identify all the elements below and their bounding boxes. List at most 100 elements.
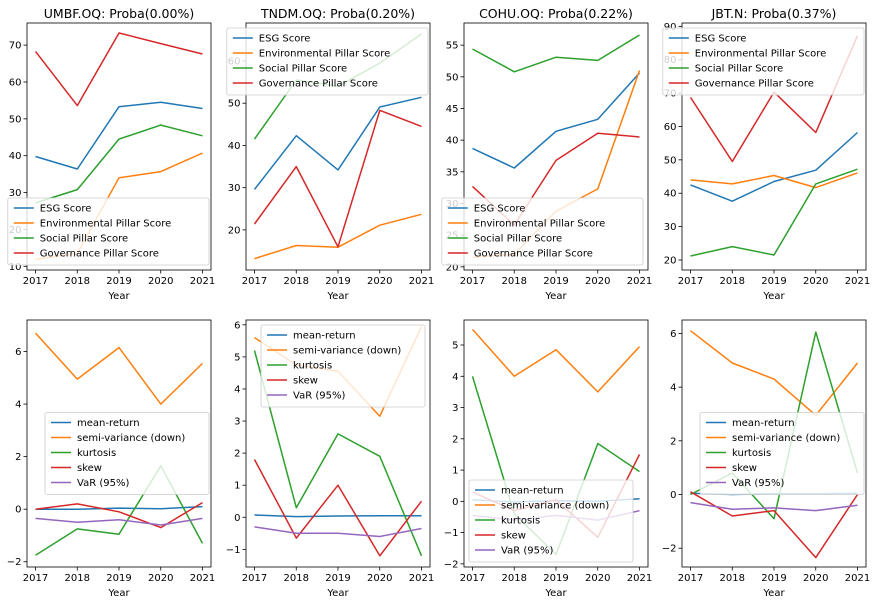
panel-4-xtick-label: 2017 (678, 276, 703, 287)
panel-2-ytick-label: 30 (228, 183, 241, 194)
panel-7-legend: mean-return semi-variance (down) kurtosis s… (468, 479, 634, 563)
panel-1-legend-box (7, 197, 210, 266)
panel-1-legend-label: Governance Pillar Score (40, 249, 159, 260)
panel-2-xtick-label: 2019 (325, 276, 350, 287)
panel-6-ytick-label: −1 (226, 545, 241, 556)
panel-6-legend-label: skew (293, 376, 318, 387)
panel-6-legend-label: semi-variance (down) (293, 346, 401, 357)
panel-2-title: TNDM.OQ: Proba(0.20%) (260, 6, 415, 21)
panel-6-ytick-label: 6 (234, 320, 240, 331)
panel-6-xtick-label: 2020 (367, 573, 392, 584)
panel-1-xtick-label: 2020 (148, 276, 173, 287)
panel-8-series-2-line (690, 330, 859, 417)
panel-5-series-4-line (35, 501, 203, 529)
panel-4-series-1-line (690, 131, 859, 202)
panel-3-legend: ESG Score Environmental Pillar Score Socia… (441, 197, 644, 266)
panel-6-series-1-line (254, 514, 422, 518)
panel-6-series-4-line (253, 459, 423, 557)
panel-1-legend: ESG Score Environmental Pillar Score Socia… (7, 197, 210, 266)
panel-2-xtick-label: 2018 (284, 276, 309, 287)
panel-6-legend-label: kurtosis (293, 361, 332, 372)
panel-4-legend-label: Social Pillar Score (695, 64, 783, 75)
panel-5: 2017 2018 2019 2020 2021 −2 0 2 4 6 mean-return sem… (7, 319, 215, 584)
panel-3-legend-label: Social Pillar Score (474, 234, 562, 245)
panel-2-xtick-label: 2017 (242, 276, 267, 287)
panel-4-ytick-label: 40 (664, 189, 677, 200)
panel-6-ytick-label: 3 (234, 417, 240, 428)
panel-8-xtick-label: 2019 (761, 573, 786, 584)
panel-3-xtick-label: 2018 (502, 276, 527, 287)
panel-1-ytick-label: 50 (9, 114, 22, 125)
panel-3-ytick-label: 40 (446, 136, 459, 147)
panel-1-legend-label: ESG Score (40, 204, 92, 215)
panel-6-ytick-label: 5 (234, 352, 240, 363)
panel-8-legend-label: VaR (95%) (732, 478, 784, 489)
panel-7-xtick-label: 2017 (460, 573, 485, 584)
panel-5-xlabel: Year (107, 588, 130, 599)
panel-3: 201720182019202020212025303540455055ESG … (441, 22, 652, 287)
panel-6-xtick-label: 2017 (242, 573, 267, 584)
panel-4-xtick-label: 2018 (720, 276, 745, 287)
panel-7-ytick-label: 4 (452, 372, 458, 383)
panel-5-ytick-label: 4 (15, 400, 21, 411)
panel-5-ytick-label: −2 (7, 557, 22, 568)
panel-8-legend-box (699, 412, 865, 495)
panel-2-legend-label: ESG Score (259, 34, 311, 45)
panel-1-legend-label: Environmental Pillar Score (40, 219, 172, 230)
panel-7-ytick-label: 0 (452, 497, 458, 508)
panel-8-xtick-label: 2021 (845, 573, 870, 584)
panel-5-series-5-line (35, 517, 203, 526)
panel-5-legend-label: semi-variance (down) (77, 433, 185, 444)
panel-4-ytick-label: 60 (664, 122, 677, 133)
panel-1-xlabel: Year (107, 291, 130, 302)
panel-3-ytick-label: 45 (446, 104, 459, 115)
panel-7-xtick-label: 2019 (543, 573, 568, 584)
panel-5-ytick-label: 0 (15, 505, 21, 516)
panel-3-legend-label: Governance Pillar Score (474, 249, 593, 260)
panel-2-xlabel: Year (326, 291, 349, 302)
panel-8-ytick-label: −2 (662, 544, 677, 555)
panel-6-ytick-label: 0 (234, 513, 240, 524)
panel-1-xtick-label: 2021 (190, 276, 215, 287)
panel-8-ytick-label: 2 (670, 436, 676, 447)
panel-8-xtick-label: 2018 (720, 573, 745, 584)
panel-2-legend-label: Social Pillar Score (259, 64, 347, 75)
panel-1-ytick-label: 60 (9, 77, 22, 88)
panel-3-ytick-label: 50 (446, 72, 459, 83)
panel-1-legend-label: Social Pillar Score (40, 234, 128, 245)
panel-8-legend-label: semi-variance (down) (732, 433, 840, 444)
panel-7-xtick-label: 2018 (502, 573, 527, 584)
panel-8-xtick-label: 2020 (803, 573, 828, 584)
panel-2-legend: ESG Score Environmental Pillar Score Socia… (226, 27, 429, 96)
panel-3-series-1-line (472, 72, 641, 169)
panel-2-ytick-label: 20 (228, 225, 241, 236)
panel-5-xtick-label: 2020 (148, 573, 173, 584)
panel-3-ytick-label: 35 (446, 167, 459, 178)
panel-1: 2017201820192020202110203040506070ESG Sc… (7, 22, 215, 287)
panel-4-legend-label: Governance Pillar Score (695, 79, 814, 90)
panel-5-ytick-label: 6 (15, 347, 21, 358)
panel-5-legend-label: skew (77, 463, 102, 474)
panel-2-xtick-label: 2021 (409, 276, 434, 287)
panel-7-ytick-label: 5 (452, 341, 458, 352)
panel-1-xtick-label: 2017 (23, 276, 48, 287)
panel-6-series-5-line (254, 526, 422, 538)
panel-2-legend-label: Governance Pillar Score (259, 79, 378, 90)
panel-3-series-3-line (472, 34, 640, 73)
panel-8: 2017 2018 2019 2020 2021 −2 0 2 4 6 mean-return sem… (662, 319, 870, 584)
panel-8-ytick-label: 6 (670, 329, 676, 340)
panel-2-series-1-line (253, 96, 422, 190)
panel-7-xlabel: Year (544, 588, 567, 599)
panel-2-series-4-line (253, 109, 422, 248)
panel-8-ytick-label: 4 (670, 383, 676, 394)
panel-4-xtick-label: 2020 (803, 276, 828, 287)
panel-4-legend-label: Environmental Pillar Score (695, 49, 827, 60)
panel-6-legend-label: VaR (95%) (293, 391, 345, 402)
panel-6-ytick-label: 2 (234, 449, 240, 460)
panel-5-legend-box (44, 412, 210, 495)
panel-5-xtick-label: 2018 (65, 573, 90, 584)
panel-6-ytick-label: 4 (234, 384, 240, 395)
panel-6-legend: mean-return semi-variance (down) kurtosis s… (260, 324, 426, 408)
